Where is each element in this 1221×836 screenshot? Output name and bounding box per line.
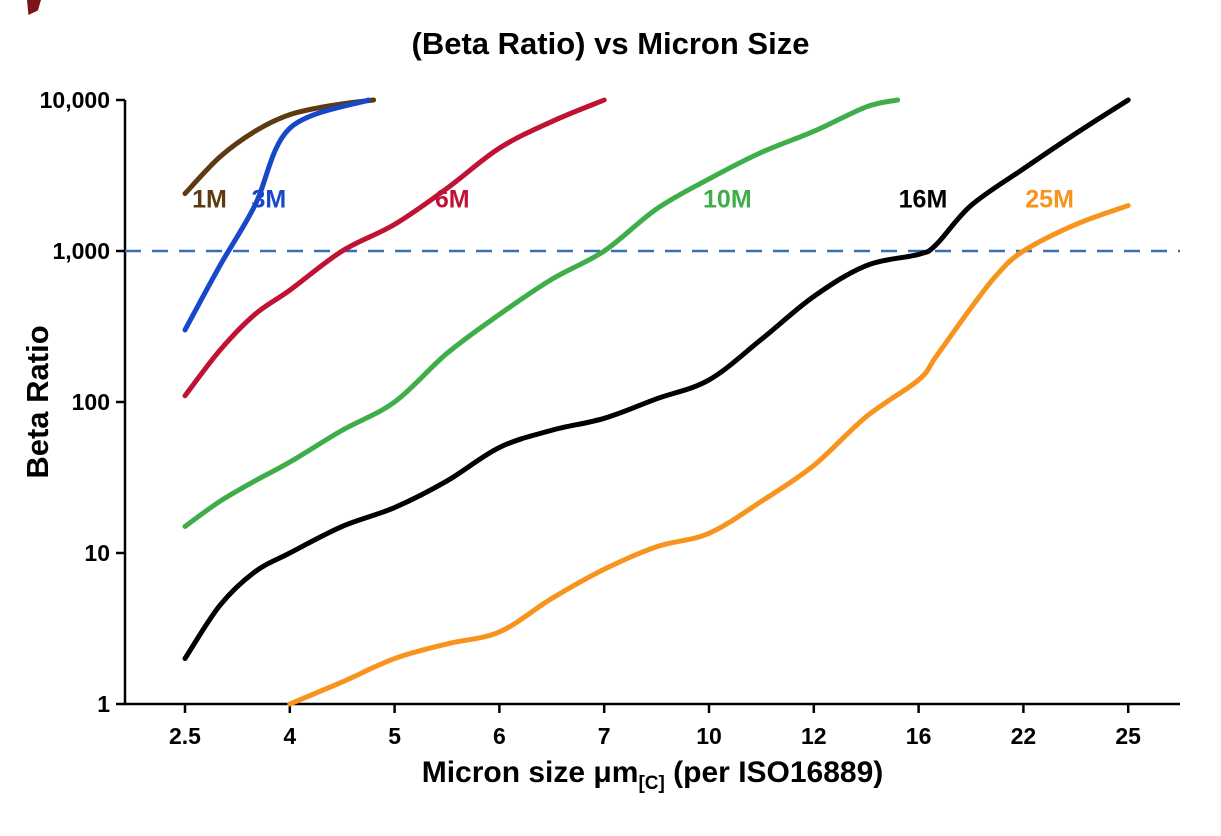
- x-tick-label: 25: [1115, 723, 1141, 749]
- series-label-3M: 3M: [251, 185, 286, 213]
- series-line-16M: [182, 97, 1131, 662]
- y-tick-label: 100: [72, 389, 110, 415]
- series-label-25M: 25M: [1025, 185, 1074, 213]
- x-tick-label: 22: [1011, 723, 1037, 749]
- series-line-6M: [182, 97, 607, 399]
- series-line-25M: [287, 203, 1131, 707]
- x-axis-label: Micron size μm[C] (per ISO16889): [125, 756, 1180, 793]
- y-tick-label: 1: [97, 691, 110, 717]
- chart-title: (Beta Ratio) vs Micron Size: [411, 26, 810, 61]
- y-tick-label: 10: [84, 540, 110, 566]
- x-tick-label: 2.5: [169, 723, 201, 749]
- x-tick-label: 7: [598, 723, 611, 749]
- x-tick-label: 10: [696, 723, 722, 749]
- series-line-3M: [182, 97, 371, 333]
- x-tick-label: 6: [493, 723, 506, 749]
- y-tick-label: 1,000: [52, 238, 110, 264]
- series-label-16M: 16M: [899, 185, 948, 213]
- series-line-10M: [182, 97, 901, 529]
- x-axis-label-main: Micron size μm: [421, 756, 639, 789]
- x-axis-label-subscript: [C]: [638, 773, 665, 794]
- x-axis-label-rest: (per ISO16889): [664, 756, 884, 789]
- x-tick-label: 5: [388, 723, 401, 749]
- y-tick-label: 10,000: [40, 87, 110, 113]
- x-tick-label: 12: [801, 723, 827, 749]
- series-label-6M: 6M: [435, 185, 470, 213]
- x-tick-label: 16: [906, 723, 932, 749]
- y-axis-label: Beta Ratio: [20, 325, 55, 479]
- series-label-1M: 1M: [192, 185, 227, 213]
- series-label-10M: 10M: [703, 185, 752, 213]
- x-tick-label: 4: [283, 723, 296, 749]
- series-group: [182, 97, 1131, 707]
- series-line-1M: [182, 97, 377, 197]
